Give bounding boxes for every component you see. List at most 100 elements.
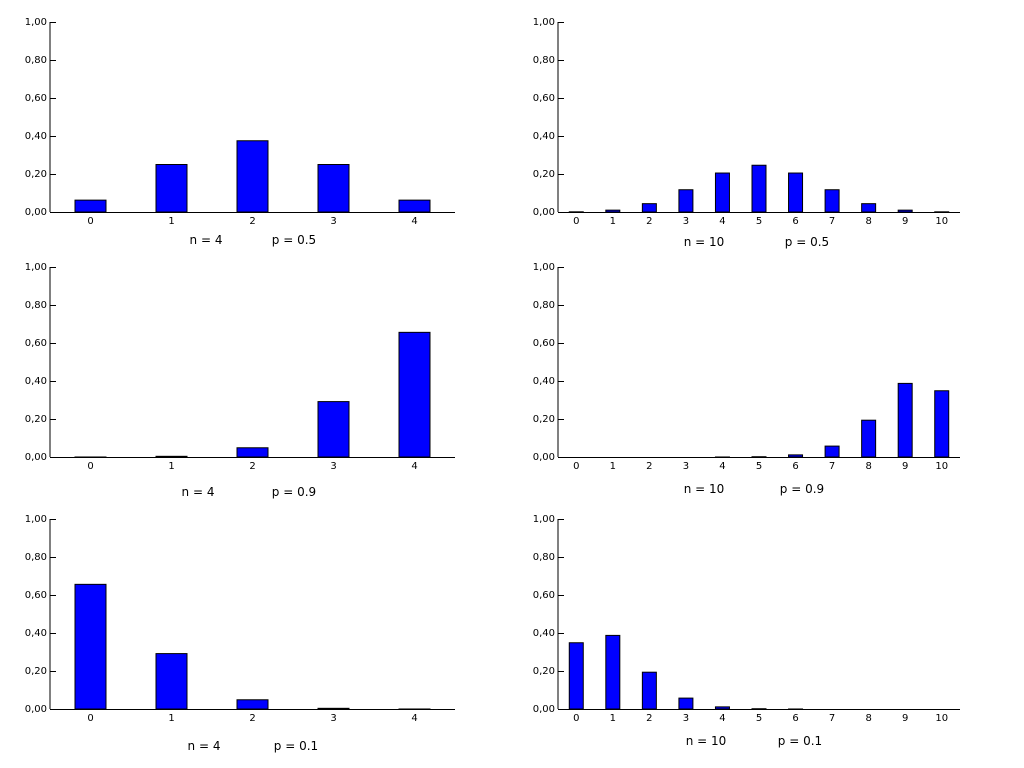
x-tick-label: 0 bbox=[573, 461, 579, 472]
x-tick-label: 10 bbox=[935, 216, 948, 227]
bar-7 bbox=[824, 189, 840, 213]
x-tick-label: 2 bbox=[249, 216, 255, 227]
y-tick-label: 1,00 bbox=[533, 262, 555, 273]
x-tick-label: 3 bbox=[330, 713, 336, 724]
x-tick-label: 8 bbox=[865, 216, 871, 227]
y-tick-label: 1,00 bbox=[533, 17, 555, 28]
bar-4 bbox=[714, 172, 730, 213]
y-tick-label: 1,00 bbox=[25, 514, 47, 525]
x-tick-label: 10 bbox=[935, 461, 948, 472]
bar-0 bbox=[568, 642, 584, 710]
y-tick-label: 0,80 bbox=[25, 55, 47, 66]
y-tick-label: 1,00 bbox=[25, 262, 47, 273]
x-tick-label: 2 bbox=[646, 713, 652, 724]
x-tick-label: 0 bbox=[87, 216, 93, 227]
bar-3 bbox=[317, 707, 350, 710]
x-tick-label: 1 bbox=[168, 461, 174, 472]
bar-1 bbox=[155, 164, 188, 213]
y-tick-label: 0,40 bbox=[25, 628, 47, 639]
chart-panel-1: 0,00 0,20 0,40 0,60 0,80 1,00 0 1 2 3 4 5 6 7 8 9 10 n = … bbox=[533, 17, 960, 249]
x-tick-label: 1 bbox=[168, 713, 174, 724]
y-tick-label: 0,40 bbox=[533, 628, 555, 639]
x-tick-label: 2 bbox=[249, 461, 255, 472]
bar-1 bbox=[155, 653, 188, 710]
x-tick-label: 0 bbox=[573, 713, 579, 724]
y-tick-label: 0,00 bbox=[25, 452, 47, 463]
y-tick-label: 0,60 bbox=[533, 93, 555, 104]
p-parameter-label: p = 0.9 bbox=[272, 485, 316, 499]
bar-3 bbox=[317, 401, 350, 458]
y-tick-label: 0,00 bbox=[533, 704, 555, 715]
y-tick-label: 0,60 bbox=[533, 590, 555, 601]
y-tick-label: 0,00 bbox=[533, 207, 555, 218]
x-tick-label: 1 bbox=[610, 216, 616, 227]
bar-3 bbox=[678, 697, 694, 710]
y-tick-label: 0,40 bbox=[533, 131, 555, 142]
bar-10 bbox=[934, 390, 950, 458]
y-tick-label: 0,00 bbox=[533, 452, 555, 463]
n-parameter-label: n = 10 bbox=[684, 235, 725, 249]
x-tick-label: 2 bbox=[646, 216, 652, 227]
x-tick-label: 1 bbox=[610, 461, 616, 472]
x-tick-label: 4 bbox=[411, 713, 417, 724]
n-parameter-label: n = 4 bbox=[188, 739, 221, 753]
y-tick-label: 0,20 bbox=[25, 666, 47, 677]
x-tick-label: 5 bbox=[756, 713, 762, 724]
bar-4 bbox=[398, 331, 431, 458]
x-tick-label: 3 bbox=[330, 216, 336, 227]
x-tick-label: 7 bbox=[829, 461, 835, 472]
p-parameter-label: p = 0.5 bbox=[785, 235, 829, 249]
bar-9 bbox=[897, 209, 913, 213]
x-tick-label: 0 bbox=[573, 216, 579, 227]
x-tick-label: 6 bbox=[792, 461, 798, 472]
bar-0 bbox=[74, 583, 107, 710]
x-tick-label: 7 bbox=[829, 216, 835, 227]
x-tick-label: 10 bbox=[935, 713, 948, 724]
x-tick-label: 3 bbox=[683, 461, 689, 472]
x-tick-label: 2 bbox=[646, 461, 652, 472]
bar-5 bbox=[751, 164, 767, 213]
x-tick-label: 7 bbox=[829, 713, 835, 724]
bar-2 bbox=[236, 699, 269, 710]
p-parameter-label: p = 0.5 bbox=[272, 233, 316, 247]
x-tick-label: 4 bbox=[719, 216, 725, 227]
bar-1 bbox=[155, 455, 188, 458]
chart-panel-4: 0,00 0,20 0,40 0,60 0,80 1,00 0 1 2 3 4 n = 4 p = 0.… bbox=[25, 514, 455, 753]
x-tick-label: 4 bbox=[719, 713, 725, 724]
x-tick-label: 9 bbox=[902, 713, 908, 724]
bar-4 bbox=[714, 706, 730, 710]
x-tick-label: 1 bbox=[610, 713, 616, 724]
x-tick-label: 5 bbox=[756, 461, 762, 472]
chart-panel-3: 0,00 0,20 0,40 0,60 0,80 1,00 0 1 2 3 4 5 6 7 8 9 10 n = … bbox=[533, 262, 960, 496]
bar-2 bbox=[236, 447, 269, 458]
chart-panel-2: 0,00 0,20 0,40 0,60 0,80 1,00 0 1 2 3 4 n = 4 p = 0.… bbox=[25, 262, 455, 499]
x-tick-label: 3 bbox=[683, 216, 689, 227]
y-tick-label: 0,80 bbox=[533, 300, 555, 311]
y-tick-label: 0,60 bbox=[25, 338, 47, 349]
x-tick-label: 8 bbox=[865, 461, 871, 472]
bar-8 bbox=[861, 419, 877, 458]
x-tick-label: 0 bbox=[87, 713, 93, 724]
bar-1 bbox=[605, 634, 621, 710]
y-tick-label: 0,60 bbox=[25, 590, 47, 601]
n-parameter-label: n = 10 bbox=[684, 482, 725, 496]
p-parameter-label: p = 0.1 bbox=[778, 734, 822, 748]
y-tick-label: 0,40 bbox=[533, 376, 555, 387]
x-tick-label: 6 bbox=[792, 216, 798, 227]
y-tick-label: 1,00 bbox=[533, 514, 555, 525]
x-tick-label: 0 bbox=[87, 461, 93, 472]
p-parameter-label: p = 0.9 bbox=[780, 482, 824, 496]
y-tick-label: 0,80 bbox=[533, 55, 555, 66]
x-tick-label: 5 bbox=[756, 216, 762, 227]
y-tick-label: 0,80 bbox=[533, 552, 555, 563]
y-tick-label: 0,00 bbox=[25, 207, 47, 218]
p-parameter-label: p = 0.1 bbox=[274, 739, 318, 753]
n-parameter-label: n = 4 bbox=[182, 485, 215, 499]
bar-8 bbox=[861, 203, 877, 213]
x-tick-label: 9 bbox=[902, 216, 908, 227]
bar-2 bbox=[641, 203, 657, 213]
y-tick-label: 0,40 bbox=[25, 376, 47, 387]
chart-panel-5: 0,00 0,20 0,40 0,60 0,80 1,00 0 1 2 3 4 5 6 7 8 9 10 n = … bbox=[533, 514, 960, 748]
chart-panel-0: 0,00 0,20 0,40 0,60 0,80 1,00 0 1 2 3 4 n = 4 p = 0.… bbox=[25, 17, 455, 247]
